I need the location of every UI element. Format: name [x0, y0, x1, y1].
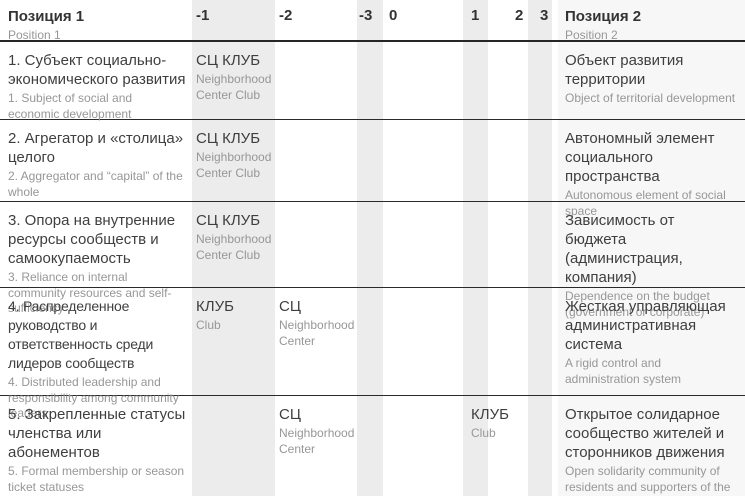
- header-position-2-en: Position 2: [565, 28, 618, 42]
- shaded-band-col-minus-1: [192, 0, 275, 496]
- score-cell-plus-1: КЛУБ Club: [463, 405, 509, 496]
- score-en: Club: [196, 318, 221, 332]
- pos1-en: 4. Distributed leadership and responsibi…: [8, 375, 179, 420]
- pos1-en: 5. Formal membership or season ticket st…: [8, 464, 185, 494]
- col-header-minus-1: -1: [196, 7, 210, 24]
- header-position-1-ru: Позиция 1: [8, 8, 85, 25]
- score-ru: СЦ КЛУБ: [196, 130, 261, 147]
- pos1-ru: 1. Субъект социально-экономического разв…: [8, 52, 186, 88]
- col-header-minus-2: -2: [279, 7, 293, 24]
- pos2-en: Open solidarity community of residents a…: [565, 464, 731, 496]
- pos2-cell: Автономный элемент социального пространс…: [565, 129, 745, 219]
- score-ru: СЦ КЛУБ: [196, 212, 261, 229]
- shaded-band-col-plus-3: [528, 0, 552, 496]
- header-position-1: Позиция 1 Position 1: [0, 7, 192, 44]
- pos2-ru: Объект развития территории: [565, 52, 684, 88]
- score-en: Neighborhood Center Club: [196, 150, 272, 180]
- score-ru: СЦ: [279, 298, 301, 315]
- pos2-cell: Объект развития территории Object of ter…: [565, 51, 745, 122]
- pos2-ru: Зависимость от бюджета (администрация, к…: [565, 212, 683, 286]
- pos2-en: A rigid control and administration syste…: [565, 356, 682, 386]
- table-row-1: 1. Субъект социально-экономического разв…: [0, 42, 745, 122]
- pos2-cell: Зависимость от бюджета (администрация, к…: [565, 211, 745, 320]
- table-row-2: 2. Агрегатор и «столица» целого 2. Aggre…: [0, 120, 745, 218]
- score-en: Club: [471, 426, 496, 440]
- header-position-2: Позиция 2 Position 2: [565, 7, 745, 44]
- shaded-band-position-2: [558, 0, 745, 496]
- score-cell-minus-2: СЦ Neighborhood Center: [277, 297, 357, 422]
- score-cell-minus-2: СЦ Neighborhood Center: [277, 405, 357, 496]
- pos1-cell: 3. Опора на внутренние ресурсы сообществ…: [0, 211, 192, 320]
- pos1-cell: 1. Субъект социально-экономического разв…: [0, 51, 192, 122]
- col-header-plus-2: 2: [515, 7, 524, 24]
- score-ru: КЛУБ: [196, 298, 234, 315]
- table-row-4: 4. Распределенное руководство и ответств…: [0, 288, 745, 420]
- score-cell-minus-1: СЦ КЛУБ Neighborhood Center Club: [192, 211, 277, 320]
- header-position-1-en: Position 1: [8, 28, 61, 42]
- pos1-ru: 4. Распределенное руководство и ответств…: [8, 298, 154, 371]
- pos2-en: Dependence on the budget (government or …: [565, 289, 710, 319]
- pos1-ru: 2. Агрегатор и «столица» целого: [8, 130, 184, 166]
- score-cell-minus-1: СЦ КЛУБ Neighborhood Center Club: [192, 51, 277, 122]
- score-ru: СЦ: [279, 406, 301, 423]
- score-cell-minus-1: СЦ КЛУБ Neighborhood Center Club: [192, 129, 277, 219]
- pos1-ru: 5. Закрепленные статусы членства или або…: [8, 406, 186, 461]
- table-row-5: 5. Закрепленные статусы членства или або…: [0, 396, 745, 496]
- pos1-en: 3. Reliance on internal community resour…: [8, 270, 172, 315]
- pos1-cell: 5. Закрепленные статусы членства или або…: [0, 405, 192, 496]
- pos2-ru: Жесткая управляющая административная сис…: [565, 298, 726, 353]
- pos1-cell: 4. Распределенное руководство и ответств…: [0, 297, 192, 422]
- col-header-plus-1: 1: [471, 7, 480, 24]
- col-header-plus-3: 3: [540, 7, 549, 24]
- table-row-3: 3. Опора на внутренние ресурсы сообществ…: [0, 202, 745, 319]
- col-header-zero: 0: [389, 7, 398, 24]
- score-en: Neighborhood Center Club: [196, 232, 272, 262]
- pos1-en: 2. Aggregator and “capital” of the whole: [8, 169, 183, 199]
- score-en: Neighborhood Center: [279, 426, 355, 456]
- pos2-cell: Открытое солидарное сообщество жителей и…: [565, 405, 745, 496]
- score-en: Neighborhood Center: [279, 318, 355, 348]
- pos2-ru: Открытое солидарное сообщество жителей и…: [565, 406, 725, 461]
- pos2-en: Object of territorial development: [565, 91, 736, 105]
- score-en: Neighborhood Center Club: [196, 72, 272, 102]
- pos2-ru: Автономный элемент социального пространс…: [565, 130, 715, 185]
- score-ru: СЦ КЛУБ: [196, 52, 261, 69]
- pos1-cell: 2. Агрегатор и «столица» целого 2. Aggre…: [0, 129, 192, 219]
- pos2-cell: Жесткая управляющая административная сис…: [565, 297, 745, 422]
- col-header-minus-3: -3: [359, 7, 373, 24]
- header-row: Позиция 1 Position 1 -1 -2 -3 0 1 2 3 По…: [0, 0, 745, 42]
- shaded-band-col-minus-3: [357, 0, 383, 496]
- score-ru: КЛУБ: [471, 406, 509, 423]
- pos1-ru: 3. Опора на внутренние ресурсы сообществ…: [8, 212, 176, 267]
- score-cell-minus-1: КЛУБ Club: [192, 297, 277, 422]
- pos2-en: Autonomous element of social space: [565, 188, 726, 218]
- pos1-en: 1. Subject of social and economic develo…: [8, 91, 133, 121]
- shaded-band-col-plus-1: [463, 0, 488, 496]
- header-position-2-ru: Позиция 2: [565, 8, 642, 25]
